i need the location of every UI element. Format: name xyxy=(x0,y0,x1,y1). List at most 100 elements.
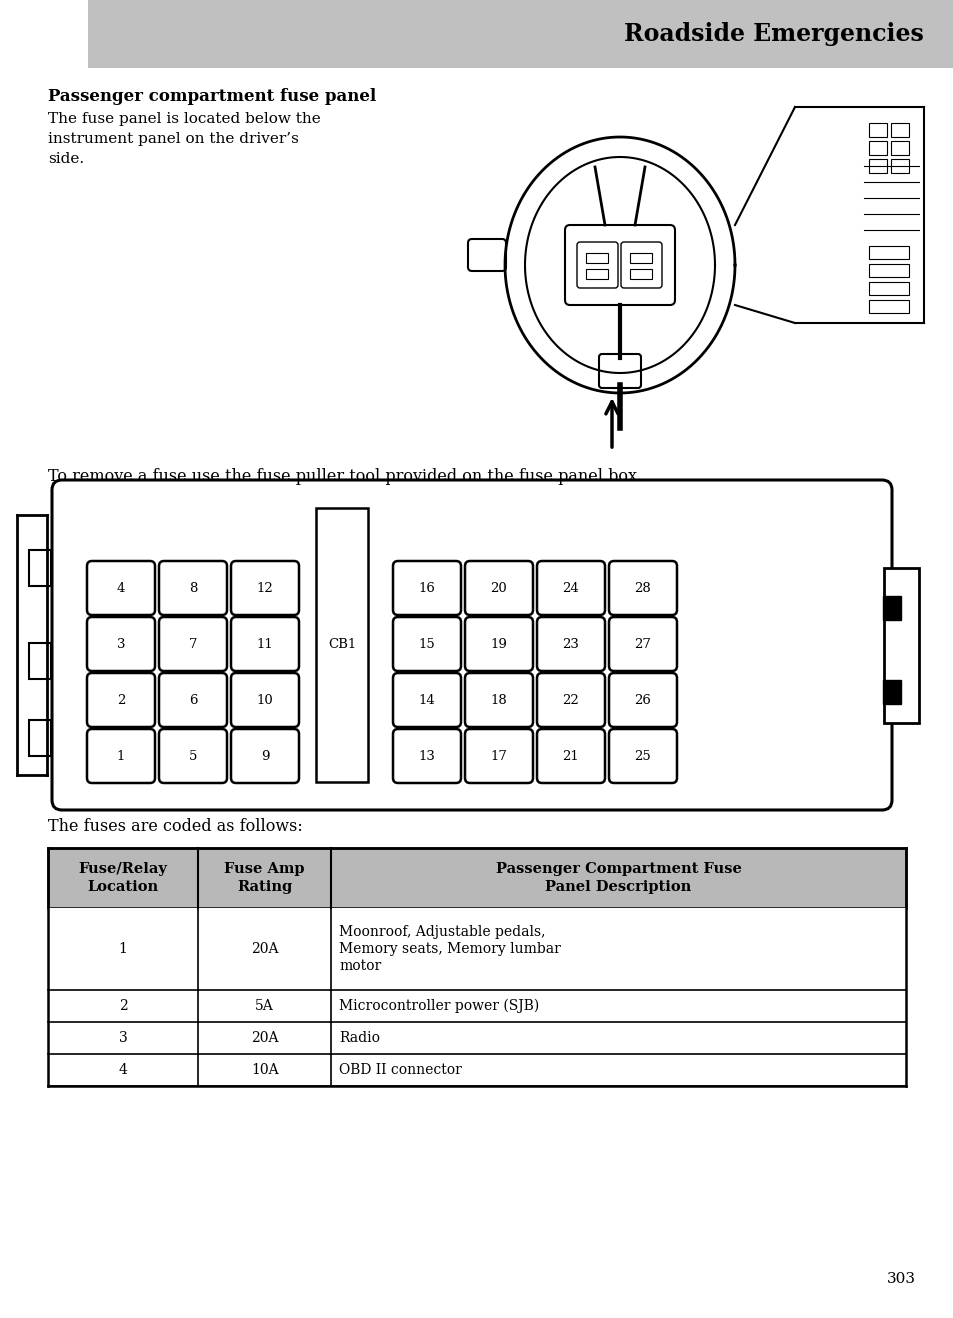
FancyBboxPatch shape xyxy=(608,617,677,671)
FancyBboxPatch shape xyxy=(52,480,891,811)
Bar xyxy=(882,596,900,619)
Text: 4: 4 xyxy=(116,581,125,594)
Text: 7: 7 xyxy=(189,638,197,651)
Text: 4: 4 xyxy=(118,1064,128,1077)
Text: 20A: 20A xyxy=(251,942,278,956)
FancyBboxPatch shape xyxy=(537,673,604,728)
Bar xyxy=(585,269,607,279)
Text: 27: 27 xyxy=(634,638,651,651)
FancyBboxPatch shape xyxy=(620,243,661,289)
Bar xyxy=(868,301,908,312)
FancyBboxPatch shape xyxy=(393,729,460,783)
FancyBboxPatch shape xyxy=(393,561,460,616)
Text: To remove a fuse use the fuse puller tool provided on the fuse panel box.: To remove a fuse use the fuse puller too… xyxy=(48,468,641,485)
Text: Fuse Amp
Rating: Fuse Amp Rating xyxy=(224,862,305,894)
FancyBboxPatch shape xyxy=(159,729,227,783)
Text: Microcontroller power (SJB): Microcontroller power (SJB) xyxy=(338,999,538,1014)
Text: 22: 22 xyxy=(562,693,578,706)
Text: 3: 3 xyxy=(118,1031,128,1045)
Text: 13: 13 xyxy=(418,750,435,763)
FancyBboxPatch shape xyxy=(231,561,298,616)
FancyBboxPatch shape xyxy=(87,729,154,783)
FancyBboxPatch shape xyxy=(87,617,154,671)
FancyBboxPatch shape xyxy=(468,239,505,272)
Bar xyxy=(48,1021,905,1054)
Text: 24: 24 xyxy=(562,581,578,594)
FancyBboxPatch shape xyxy=(537,617,604,671)
Bar xyxy=(29,642,51,679)
Text: 18: 18 xyxy=(490,693,507,706)
Text: 26: 26 xyxy=(634,693,651,706)
FancyBboxPatch shape xyxy=(608,561,677,616)
Bar xyxy=(629,253,651,264)
Bar xyxy=(48,990,905,1021)
FancyBboxPatch shape xyxy=(393,673,460,728)
Text: 25: 25 xyxy=(634,750,651,763)
FancyBboxPatch shape xyxy=(159,617,227,671)
Bar xyxy=(868,264,908,277)
Text: 28: 28 xyxy=(634,581,651,594)
Text: 14: 14 xyxy=(418,693,435,706)
FancyBboxPatch shape xyxy=(464,561,533,616)
Text: The fuses are coded as follows:: The fuses are coded as follows: xyxy=(48,818,302,836)
Text: 2: 2 xyxy=(118,999,128,1014)
Bar xyxy=(882,680,900,704)
FancyBboxPatch shape xyxy=(577,243,618,289)
Text: Passenger compartment fuse panel: Passenger compartment fuse panel xyxy=(48,88,375,105)
FancyBboxPatch shape xyxy=(537,561,604,616)
Text: CB1: CB1 xyxy=(328,638,355,651)
Bar xyxy=(890,141,908,156)
Text: 20: 20 xyxy=(490,581,507,594)
Bar xyxy=(890,123,908,137)
Bar xyxy=(48,908,905,990)
Bar xyxy=(48,847,905,908)
Bar xyxy=(48,1054,905,1086)
Text: 10: 10 xyxy=(256,693,274,706)
Text: 20A: 20A xyxy=(251,1031,278,1045)
Text: 2: 2 xyxy=(116,693,125,706)
Bar xyxy=(29,720,51,757)
Bar xyxy=(315,507,368,782)
Bar xyxy=(585,253,607,264)
FancyBboxPatch shape xyxy=(231,729,298,783)
Bar xyxy=(868,123,886,137)
FancyBboxPatch shape xyxy=(598,355,640,387)
Text: Roadside Emergencies: Roadside Emergencies xyxy=(623,22,923,46)
Text: 23: 23 xyxy=(562,638,578,651)
Text: 8: 8 xyxy=(189,581,197,594)
Text: 5: 5 xyxy=(189,750,197,763)
Text: 10A: 10A xyxy=(251,1064,278,1077)
Bar xyxy=(629,269,651,279)
Bar xyxy=(868,141,886,156)
Text: The fuse panel is located below the
instrument panel on the driver’s
side.: The fuse panel is located below the inst… xyxy=(48,112,320,166)
Text: 16: 16 xyxy=(418,581,435,594)
FancyBboxPatch shape xyxy=(883,568,918,722)
Text: Moonroof, Adjustable pedals,
Memory seats, Memory lumbar
motor: Moonroof, Adjustable pedals, Memory seat… xyxy=(338,925,560,973)
FancyBboxPatch shape xyxy=(87,673,154,728)
Bar xyxy=(890,159,908,173)
Bar xyxy=(868,246,908,260)
Text: 1: 1 xyxy=(116,750,125,763)
Text: 303: 303 xyxy=(886,1272,915,1286)
Text: 9: 9 xyxy=(260,750,269,763)
Text: OBD II connector: OBD II connector xyxy=(338,1064,461,1077)
FancyBboxPatch shape xyxy=(231,673,298,728)
Text: Passenger Compartment Fuse
Panel Description: Passenger Compartment Fuse Panel Descrip… xyxy=(496,862,740,894)
FancyBboxPatch shape xyxy=(159,673,227,728)
FancyBboxPatch shape xyxy=(608,729,677,783)
Bar xyxy=(29,550,51,585)
FancyBboxPatch shape xyxy=(231,617,298,671)
Text: Radio: Radio xyxy=(338,1031,379,1045)
FancyBboxPatch shape xyxy=(537,729,604,783)
Text: 15: 15 xyxy=(418,638,435,651)
Text: 6: 6 xyxy=(189,693,197,706)
Text: 12: 12 xyxy=(256,581,274,594)
Text: 19: 19 xyxy=(490,638,507,651)
Text: 1: 1 xyxy=(118,942,128,956)
FancyBboxPatch shape xyxy=(564,225,675,304)
FancyBboxPatch shape xyxy=(608,673,677,728)
FancyBboxPatch shape xyxy=(393,617,460,671)
Text: 21: 21 xyxy=(562,750,578,763)
Text: 5A: 5A xyxy=(255,999,274,1014)
FancyBboxPatch shape xyxy=(87,561,154,616)
